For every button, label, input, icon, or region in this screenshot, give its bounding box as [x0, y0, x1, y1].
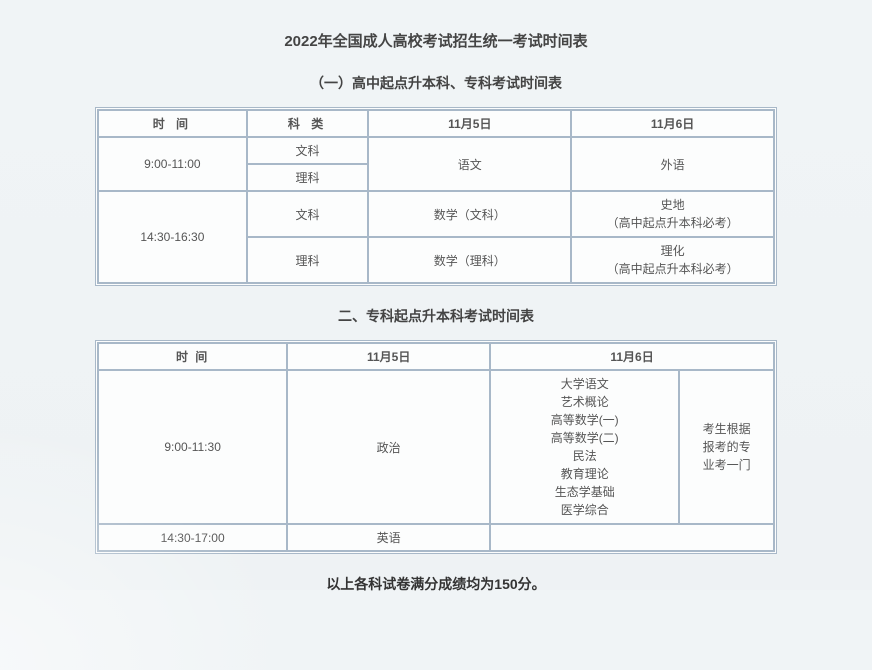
- t1-header-day2: 11月6日: [571, 110, 774, 137]
- t2-r1-time: 9:00-11:30: [98, 370, 287, 524]
- t1-r2-day2-a: 史地 （高中起点升本科必考）: [571, 191, 774, 237]
- table-1-header-row: 时 间 科 类 11月5日 11月6日: [98, 110, 774, 137]
- t1-header-time: 时 间: [98, 110, 247, 137]
- t1-header-day1: 11月5日: [368, 110, 571, 137]
- t1-r1-subject-a: 文科: [247, 137, 369, 164]
- document-container: 2022年全国成人高校考试招生统一考试时间表 （一）高中起点升本科、专科考试时间…: [0, 0, 872, 614]
- t1-r1-time: 9:00-11:00: [98, 137, 247, 191]
- t1-r2-day2-b: 理化 （高中起点升本科必考）: [571, 237, 774, 283]
- t1-r2-time: 14:30-16:30: [98, 191, 247, 283]
- t2-r2-day2-empty: [490, 524, 774, 551]
- t1-r2-day1-b: 数学（理科）: [368, 237, 571, 283]
- footer-note: 以上各科试卷满分成绩均为150分。: [95, 574, 777, 594]
- t1-r2-day2-b-l1: 理化: [661, 244, 685, 258]
- t1-r2-subject-a: 文科: [247, 191, 369, 237]
- table-row: 9:00-11:00 文科 语文 外语: [98, 137, 774, 164]
- table-row: 14:30-16:30 文科 数学（文科） 史地 （高中起点升本科必考）: [98, 191, 774, 237]
- t2-r1-day2-options: 大学语文 艺术概论 高等数学(一) 高等数学(二) 民法 教育理论 生态学基础 …: [490, 370, 679, 524]
- t2-r2-day1: 英语: [287, 524, 490, 551]
- t1-r1-day1: 语文: [368, 137, 571, 191]
- t1-r2-day2-a-l2: （高中起点升本科必考）: [607, 216, 739, 230]
- section1-title: （一）高中起点升本科、专科考试时间表: [95, 73, 777, 93]
- t2-r2-time: 14:30-17:00: [98, 524, 287, 551]
- t2-r1-day2-note: 考生根据 报考的专 业考一门: [679, 370, 774, 524]
- t2-header-time: 时 间: [98, 343, 287, 370]
- t2-header-day2: 11月6日: [490, 343, 774, 370]
- t1-r2-day1-a: 数学（文科）: [368, 191, 571, 237]
- t1-r2-day2-b-l2: （高中起点升本科必考）: [607, 262, 739, 276]
- t1-r2-subject-b: 理科: [247, 237, 369, 283]
- t2-r1-day1: 政治: [287, 370, 490, 524]
- table-2: 时 间 11月5日 11月6日 9:00-11:30 政治 大学语文 艺术概论 …: [95, 340, 777, 554]
- t1-r2-day2-a-l1: 史地: [661, 198, 685, 212]
- section2-title: 二、专科起点升本科考试时间表: [95, 306, 777, 326]
- table-1: 时 间 科 类 11月5日 11月6日 9:00-11:00 文科 语文 外语 …: [95, 107, 777, 286]
- t1-r1-subject-b: 理科: [247, 164, 369, 191]
- t1-r1-day2: 外语: [571, 137, 774, 191]
- table-row: 14:30-17:00 英语: [98, 524, 774, 551]
- t2-header-day1: 11月5日: [287, 343, 490, 370]
- main-title: 2022年全国成人高校考试招生统一考试时间表: [95, 30, 777, 51]
- table-row: 9:00-11:30 政治 大学语文 艺术概论 高等数学(一) 高等数学(二) …: [98, 370, 774, 524]
- t1-header-subject: 科 类: [247, 110, 369, 137]
- table-2-header-row: 时 间 11月5日 11月6日: [98, 343, 774, 370]
